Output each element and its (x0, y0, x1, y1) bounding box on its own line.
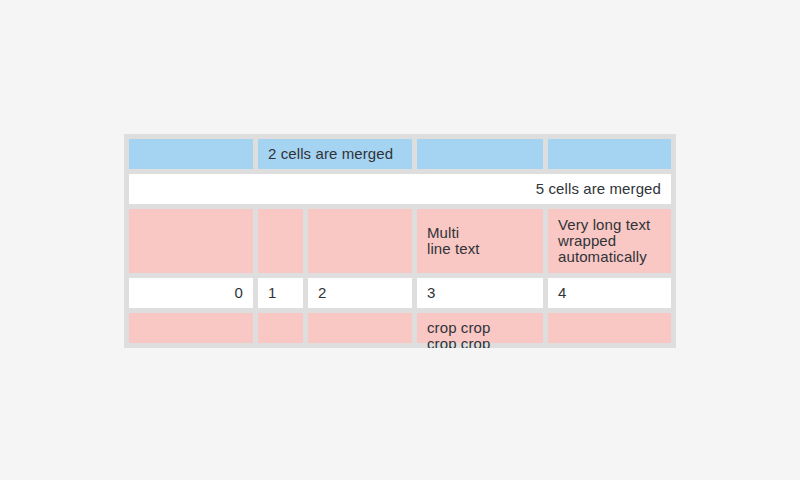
cell-text: Multi line text (427, 225, 480, 257)
number-cell-4[interactable]: 4 (548, 278, 671, 308)
cell-text: 4 (558, 285, 566, 301)
pink-cell-r3c1[interactable] (129, 209, 253, 273)
cell-text: 1 (268, 285, 276, 301)
pink-cell-r5c3[interactable] (308, 313, 412, 343)
cell-text: 0 (235, 285, 243, 301)
crop-text-cell[interactable]: crop crop crop crop (417, 313, 543, 343)
cell-text: 3 (427, 285, 435, 301)
header-cell-4[interactable] (417, 139, 543, 169)
cell-text: crop crop crop crop (427, 313, 490, 348)
cell-text: 2 (318, 285, 326, 301)
pink-cell-r3c3[interactable] (308, 209, 412, 273)
cell-text: Very long text wrapped automatically (558, 217, 650, 265)
cell-text: 5 cells are merged (536, 181, 661, 197)
pink-cell-r5c2[interactable] (258, 313, 303, 343)
header-cell-1[interactable] (129, 139, 253, 169)
number-cell-1[interactable]: 1 (258, 278, 303, 308)
table-widget: 2 cells are merged 5 cells are merged Mu… (124, 134, 676, 348)
pink-cell-r5c1[interactable] (129, 313, 253, 343)
number-cell-3[interactable]: 3 (417, 278, 543, 308)
multi-line-cell[interactable]: Multi line text (417, 209, 543, 273)
cell-text: 2 cells are merged (268, 146, 393, 162)
header-cell-5[interactable] (548, 139, 671, 169)
merged-2-cells[interactable]: 2 cells are merged (258, 139, 412, 169)
number-cell-0[interactable]: 0 (129, 278, 253, 308)
pink-cell-r5c5[interactable] (548, 313, 671, 343)
pink-cell-r3c2[interactable] (258, 209, 303, 273)
table-grid: 2 cells are merged 5 cells are merged Mu… (129, 139, 671, 343)
wrapped-text-cell[interactable]: Very long text wrapped automatically (548, 209, 671, 273)
merged-5-cells[interactable]: 5 cells are merged (129, 174, 671, 204)
number-cell-2[interactable]: 2 (308, 278, 412, 308)
